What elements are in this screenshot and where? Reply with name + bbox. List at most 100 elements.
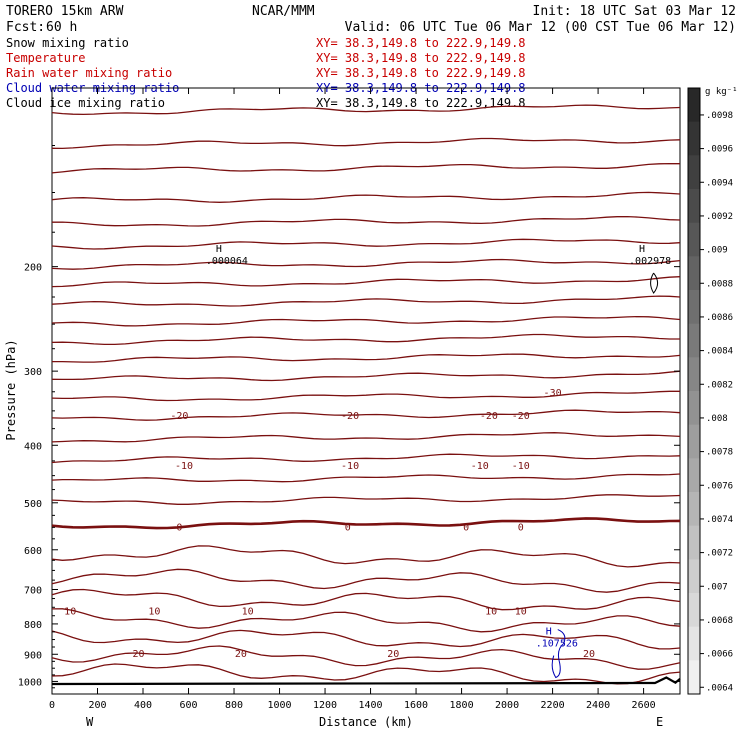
x-tick-label: 1600 bbox=[404, 700, 428, 711]
isotherm-line bbox=[51, 191, 681, 203]
isotherm-line bbox=[51, 370, 681, 382]
colorbar-swatch bbox=[688, 458, 700, 493]
isotherm-line bbox=[51, 568, 681, 593]
field-xy-4: XY= 38.3,149.8 to 222.9,149.8 bbox=[316, 96, 526, 110]
isotherm-line bbox=[51, 494, 681, 505]
isotherm-label: 20 bbox=[132, 649, 144, 660]
y-tick-label: 900 bbox=[24, 650, 42, 661]
colorbar-tick-label: .0076 bbox=[706, 481, 733, 491]
isotherm-line bbox=[51, 409, 681, 421]
organization: NCAR/MMM bbox=[252, 4, 315, 19]
cloud-water-contour bbox=[551, 629, 566, 679]
field-name-2: Rain water mixing ratio bbox=[6, 66, 172, 80]
x-tick-label: 1800 bbox=[450, 700, 474, 711]
fcst-value: 60 h bbox=[46, 20, 77, 35]
isotherm-label: -20 bbox=[170, 411, 188, 422]
cloud-contours bbox=[551, 272, 659, 679]
x-east-label: E bbox=[656, 715, 663, 729]
isotherm-line bbox=[51, 137, 681, 150]
isotherm-label: -20 bbox=[480, 411, 498, 422]
colorbar: .0098 .0096 .0094 .0092 .009 .0088 .0086 .0084.… bbox=[687, 87, 733, 695]
colorbar-tick-label: .0064 bbox=[706, 683, 733, 693]
isotherm-line bbox=[51, 588, 681, 611]
colorbar-swatch bbox=[688, 121, 700, 156]
isotherm-label: 20 bbox=[235, 649, 247, 660]
isotherm-line bbox=[51, 663, 681, 685]
colorbar-swatch bbox=[688, 660, 700, 695]
x-tick-label: 2000 bbox=[495, 700, 519, 711]
x-tick-label: 200 bbox=[88, 700, 106, 711]
x-tick-label: 1000 bbox=[267, 700, 291, 711]
isotherm-label: 20 bbox=[387, 649, 399, 660]
colorbar-tick-label: .0066 bbox=[706, 650, 733, 660]
isotherm-line bbox=[51, 315, 681, 327]
colorbar-tick-label: .0088 bbox=[706, 279, 733, 289]
isotherm-label: 0 bbox=[176, 522, 182, 533]
isotherm-label: -20 bbox=[341, 411, 359, 422]
field-xy-1: XY= 38.3,149.8 to 222.9,149.8 bbox=[316, 51, 526, 65]
maximum-value: .107526 bbox=[536, 639, 578, 650]
isotherm-line bbox=[51, 258, 681, 270]
isotherm-line bbox=[51, 453, 681, 464]
ground-line bbox=[51, 676, 681, 686]
field-name-4: Cloud ice mixing ratio bbox=[6, 96, 165, 110]
model-name: TORERO 15km ARW bbox=[6, 4, 124, 19]
isotherm-label-extra: -30 bbox=[544, 388, 562, 399]
maximum-value: .000064 bbox=[206, 256, 248, 267]
colorbar-tick-label: .0092 bbox=[706, 212, 733, 222]
isotherm-label: 20 bbox=[583, 649, 595, 660]
isotherm-line bbox=[51, 104, 681, 116]
isotherm-line bbox=[51, 432, 681, 443]
x-west-label: W bbox=[86, 715, 94, 729]
maximum-marker: H bbox=[639, 244, 645, 255]
colorbar-unit: g kg⁻¹ bbox=[705, 87, 738, 97]
colorbar-swatch bbox=[688, 492, 700, 527]
isotherm-label: 10 bbox=[242, 607, 254, 618]
isotherm-line bbox=[51, 517, 681, 530]
isotherm-label: 10 bbox=[148, 607, 160, 618]
colorbar-tick-label: .008 bbox=[706, 414, 728, 424]
colorbar-tick-label: .0086 bbox=[706, 313, 733, 323]
fcst-label: Fcst: bbox=[6, 20, 45, 35]
colorbar-swatch bbox=[688, 290, 700, 325]
isotherm-line bbox=[52, 353, 681, 363]
field-xy-2: XY= 38.3,149.8 to 222.9,149.8 bbox=[316, 66, 526, 80]
temperature-contours bbox=[51, 104, 681, 685]
colorbar-swatch bbox=[688, 593, 700, 628]
isotherm-line bbox=[51, 473, 681, 483]
x-tick-label: 1200 bbox=[313, 700, 337, 711]
isotherm-line bbox=[51, 608, 681, 633]
y-tick-label: 600 bbox=[24, 546, 42, 557]
ground-surface bbox=[51, 676, 681, 686]
colorbar-swatch bbox=[688, 626, 700, 661]
colorbar-swatch bbox=[688, 222, 700, 257]
y-tick-label: 300 bbox=[24, 367, 42, 378]
isotherm-line bbox=[51, 215, 681, 227]
isotherm-line bbox=[51, 390, 680, 402]
isotherm-label: 0 bbox=[518, 522, 524, 533]
cloud-ice-contour bbox=[650, 272, 659, 294]
maximum-value: .002978 bbox=[629, 256, 671, 267]
colorbar-tick-label: .0096 bbox=[706, 145, 733, 155]
colorbar-swatch bbox=[688, 391, 700, 426]
x-tick-label: 2400 bbox=[586, 700, 610, 711]
isotherm-label: 0 bbox=[345, 522, 351, 533]
isotherm-label: 10 bbox=[515, 607, 527, 618]
colorbar-tick-label: .009 bbox=[706, 246, 728, 256]
isotherm-line bbox=[51, 276, 681, 288]
isotherm-label: 10 bbox=[64, 607, 76, 618]
x-axis-label: Distance (km) bbox=[319, 715, 413, 729]
y-tick-label: 200 bbox=[24, 263, 42, 274]
maximum-marker: H bbox=[546, 627, 552, 638]
isotherm-line bbox=[51, 333, 680, 346]
y-tick-label: 1000 bbox=[18, 677, 42, 688]
x-tick-label: 2600 bbox=[632, 700, 656, 711]
isotherm-line bbox=[51, 629, 681, 650]
colorbar-tick-label: .0072 bbox=[706, 549, 733, 559]
y-tick-label: 700 bbox=[24, 586, 42, 597]
isotherm-line bbox=[51, 545, 681, 568]
colorbar-swatch bbox=[688, 256, 700, 291]
valid-time: Valid: 06 UTC Tue 06 Mar 12 (00 CST Tue … bbox=[345, 20, 736, 35]
field-name-0: Snow mixing ratio bbox=[6, 36, 129, 50]
